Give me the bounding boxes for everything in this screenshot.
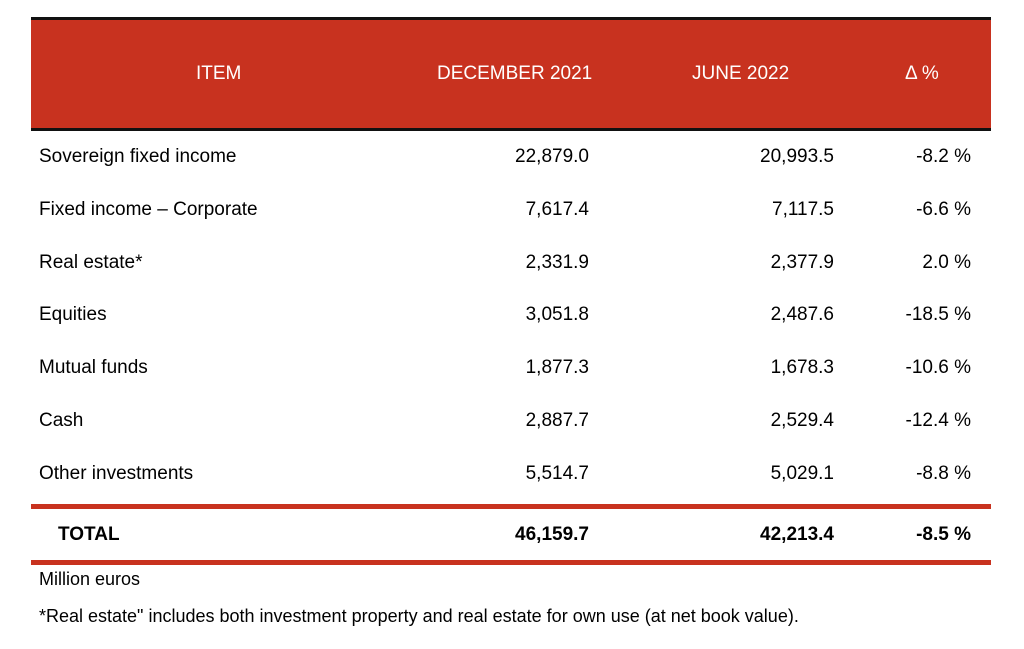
- row-item: Sovereign fixed income: [39, 146, 237, 167]
- table-row: Fixed income – Corporate 7,617.4 7,117.5…: [31, 184, 991, 237]
- total-delta: -8.5 %: [916, 523, 971, 545]
- row-delta: 2.0 %: [922, 251, 971, 273]
- table-header: ITEM DECEMBER 2021 JUNE 2022 Δ %: [31, 17, 991, 131]
- row-june-2022: 5,029.1: [770, 462, 834, 484]
- row-june-2022: 1,678.3: [770, 357, 834, 379]
- row-december-2021: 1,877.3: [525, 357, 589, 379]
- table-row: Sovereign fixed income 22,879.0 20,993.5…: [31, 131, 991, 184]
- row-june-2022: 7,117.5: [772, 198, 834, 220]
- row-delta: -18.5 %: [905, 304, 971, 326]
- row-item: Fixed income – Corporate: [39, 198, 258, 220]
- footnote: *Real estate" includes both investment p…: [39, 606, 799, 626]
- row-december-2021: 5,514.7: [525, 462, 589, 484]
- row-june-2022: 2,377.9: [770, 251, 834, 273]
- row-item: Equities: [39, 304, 107, 326]
- total-row: TOTAL 46,159.7 42,213.4 -8.5 %: [31, 503, 991, 565]
- row-june-2022: 2,529.4: [770, 409, 834, 431]
- header-june-2022: JUNE 2022: [692, 63, 790, 84]
- row-delta: -10.6 %: [905, 357, 971, 379]
- table-row: Real estate* 2,331.9 2,377.9 2.0 %: [31, 237, 991, 290]
- row-december-2021: 2,331.9: [525, 251, 589, 273]
- row-delta: -12.4 %: [905, 409, 971, 431]
- header-december-2021: DECEMBER 2021: [437, 63, 593, 84]
- table-row: Mutual funds 1,877.3 1,678.3 -10.6 %: [31, 342, 991, 395]
- row-item: Real estate*: [39, 251, 143, 273]
- table-row: Cash 2,887.7 2,529.4 -12.4 %: [31, 395, 991, 448]
- row-item: Other investments: [39, 462, 194, 484]
- row-delta: -6.6 %: [916, 198, 971, 220]
- row-december-2021: 7,617.4: [525, 198, 589, 220]
- row-june-2022: 2,487.6: [770, 304, 834, 326]
- table-row: Other investments 5,514.7 5,029.1 -8.8 %: [31, 448, 991, 501]
- total-label: TOTAL: [58, 523, 120, 545]
- investments-table: ITEM DECEMBER 2021 JUNE 2022 Δ % Soverei…: [31, 17, 991, 565]
- row-delta: -8.2 %: [916, 146, 971, 167]
- total-june-2022: 42,213.4: [760, 523, 834, 545]
- row-item: Mutual funds: [39, 357, 148, 379]
- row-december-2021: 22,879.0: [515, 146, 589, 167]
- units-note: Million euros: [39, 569, 141, 589]
- header-item: ITEM: [196, 63, 242, 84]
- row-item: Cash: [39, 409, 84, 431]
- table-row: Equities 3,051.8 2,487.6 -18.5 %: [31, 289, 991, 342]
- row-december-2021: 2,887.7: [525, 409, 589, 431]
- table-body: Sovereign fixed income 22,879.0 20,993.5…: [31, 131, 991, 501]
- row-delta: -8.8 %: [916, 462, 971, 484]
- total-december-2021: 46,159.7: [515, 523, 589, 545]
- header-delta: Δ %: [905, 63, 939, 84]
- row-december-2021: 3,051.8: [525, 304, 589, 326]
- row-june-2022: 20,993.5: [760, 146, 834, 167]
